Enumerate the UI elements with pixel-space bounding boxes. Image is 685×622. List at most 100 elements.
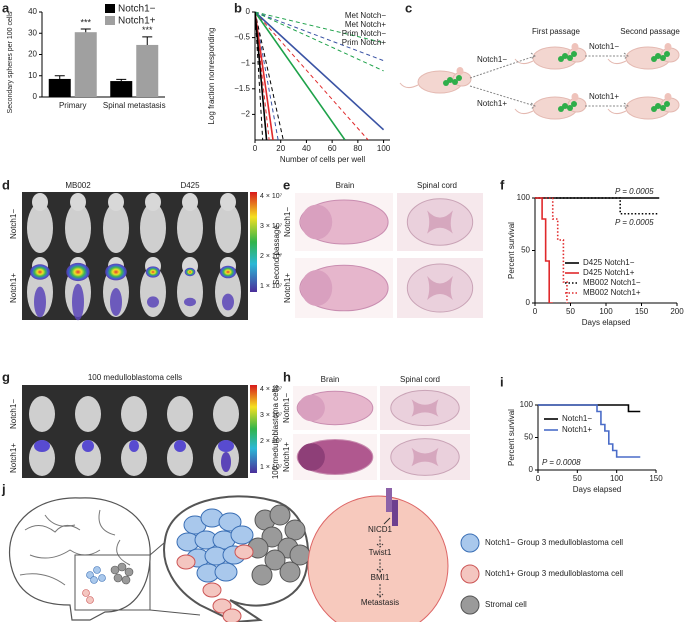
x-tick-label: 150 — [649, 474, 663, 483]
stromal-cell — [261, 526, 283, 548]
confidence-line — [255, 11, 384, 72]
mouse-ear — [571, 43, 579, 51]
column-label: Brain — [336, 181, 355, 190]
mouse-head — [70, 193, 86, 211]
stromal-cell — [121, 575, 131, 585]
signal — [34, 286, 46, 318]
tumor-cell — [218, 512, 242, 532]
y-tick-label: 0 — [529, 465, 534, 474]
panel-letter: c — [405, 0, 412, 15]
arrow-label: Notch1+ — [477, 99, 507, 108]
panel-letter: g — [2, 369, 10, 384]
mouse-body — [29, 396, 55, 432]
bar — [110, 81, 133, 97]
signal — [221, 452, 231, 472]
x-tick-label: 0 — [536, 474, 541, 483]
x-tick-label: 100 — [377, 144, 391, 153]
y-tick-label: 0 — [526, 298, 531, 307]
gyrus — [98, 509, 116, 536]
signal — [66, 262, 90, 282]
arrow-label: Notch1− — [477, 55, 507, 64]
mouse-body — [177, 267, 203, 317]
colorbar — [250, 385, 257, 473]
legend-label: Stromal cell — [485, 600, 527, 609]
x-axis-label: Number of cells per well — [280, 155, 366, 164]
tumor-cell — [86, 571, 94, 579]
arrow — [383, 517, 391, 525]
p-value: P = 0.0005 — [615, 218, 654, 227]
arrow-label: Notch1− — [589, 42, 619, 51]
arrow — [376, 584, 384, 598]
arrow — [376, 536, 384, 548]
stromal-cell — [264, 549, 286, 571]
y-tick-label: 20 — [28, 50, 37, 59]
brain-outline — [8, 497, 151, 621]
x-tick-label: Primary — [59, 101, 87, 110]
x-tick-label: 100 — [599, 307, 613, 316]
arrow — [469, 52, 536, 79]
error-bar — [80, 28, 91, 33]
series-line — [255, 11, 268, 140]
signal — [110, 288, 122, 316]
tumor-cell — [214, 562, 238, 582]
bar — [74, 32, 97, 97]
x-tick-label: 50 — [566, 307, 575, 316]
signal — [129, 440, 139, 452]
zoom-box — [74, 554, 151, 611]
mouse-body — [65, 203, 91, 253]
row-label: Notch1− — [9, 209, 18, 239]
series-line — [255, 11, 346, 140]
panel-letter: b — [234, 0, 242, 15]
column-label: Spinal cord — [400, 375, 440, 384]
mouse-ear — [664, 93, 672, 101]
stage-label: First passage — [532, 27, 581, 36]
panel-letter: h — [283, 369, 291, 384]
signal — [222, 293, 234, 311]
arrow — [585, 52, 629, 60]
column-label: 100 medulloblastoma cells — [88, 373, 182, 382]
series-line — [255, 11, 274, 140]
confidence-line — [255, 11, 384, 62]
tissue — [298, 443, 325, 471]
mouse-body — [121, 396, 147, 432]
gyrus — [29, 549, 101, 559]
series-line — [538, 404, 641, 413]
y-tick-label: 100 — [517, 193, 531, 202]
signal — [218, 440, 234, 452]
tumor-cell — [571, 51, 577, 57]
series-line — [535, 197, 660, 215]
panel-letter: f — [500, 177, 505, 192]
y-tick-label: −2 — [241, 110, 251, 119]
panel-letter: i — [500, 374, 504, 389]
stromal-cell — [113, 573, 123, 583]
signal — [174, 440, 186, 452]
tumor-cell — [176, 554, 196, 570]
colorbar-label: 2 × 10⁷ — [260, 253, 283, 260]
x-tick-label: 60 — [328, 144, 337, 153]
legend-label: D425 Notch1+ — [583, 268, 635, 277]
tumor-cell — [651, 106, 657, 112]
panel-letter: d — [2, 177, 10, 192]
mouse-tail — [514, 58, 534, 65]
x-tick-label: 80 — [353, 144, 362, 153]
confidence-line — [255, 11, 369, 140]
legend-label: Prim Notch− — [342, 29, 387, 38]
y-tick-label: −0.5 — [234, 33, 250, 42]
colorbar-label: 3 × 10⁷ — [260, 412, 283, 419]
legend-swatch — [460, 533, 480, 553]
mouse-body — [27, 203, 53, 253]
x-tick-label: 150 — [635, 307, 649, 316]
mouse-body — [140, 267, 166, 317]
column-label: Spinal cord — [417, 181, 457, 190]
error-bar — [116, 78, 127, 82]
stromal-cell — [279, 561, 301, 583]
tumor-cell — [82, 589, 90, 597]
row-label: Notch1+ — [9, 443, 18, 473]
panel-letter: a — [2, 0, 10, 15]
stromal-cell — [269, 504, 291, 526]
error-bar — [54, 75, 65, 79]
x-tick-label: 0 — [533, 307, 538, 316]
mouse-tail — [399, 82, 419, 89]
mouse-head — [145, 193, 161, 211]
mouse-body — [75, 396, 101, 432]
